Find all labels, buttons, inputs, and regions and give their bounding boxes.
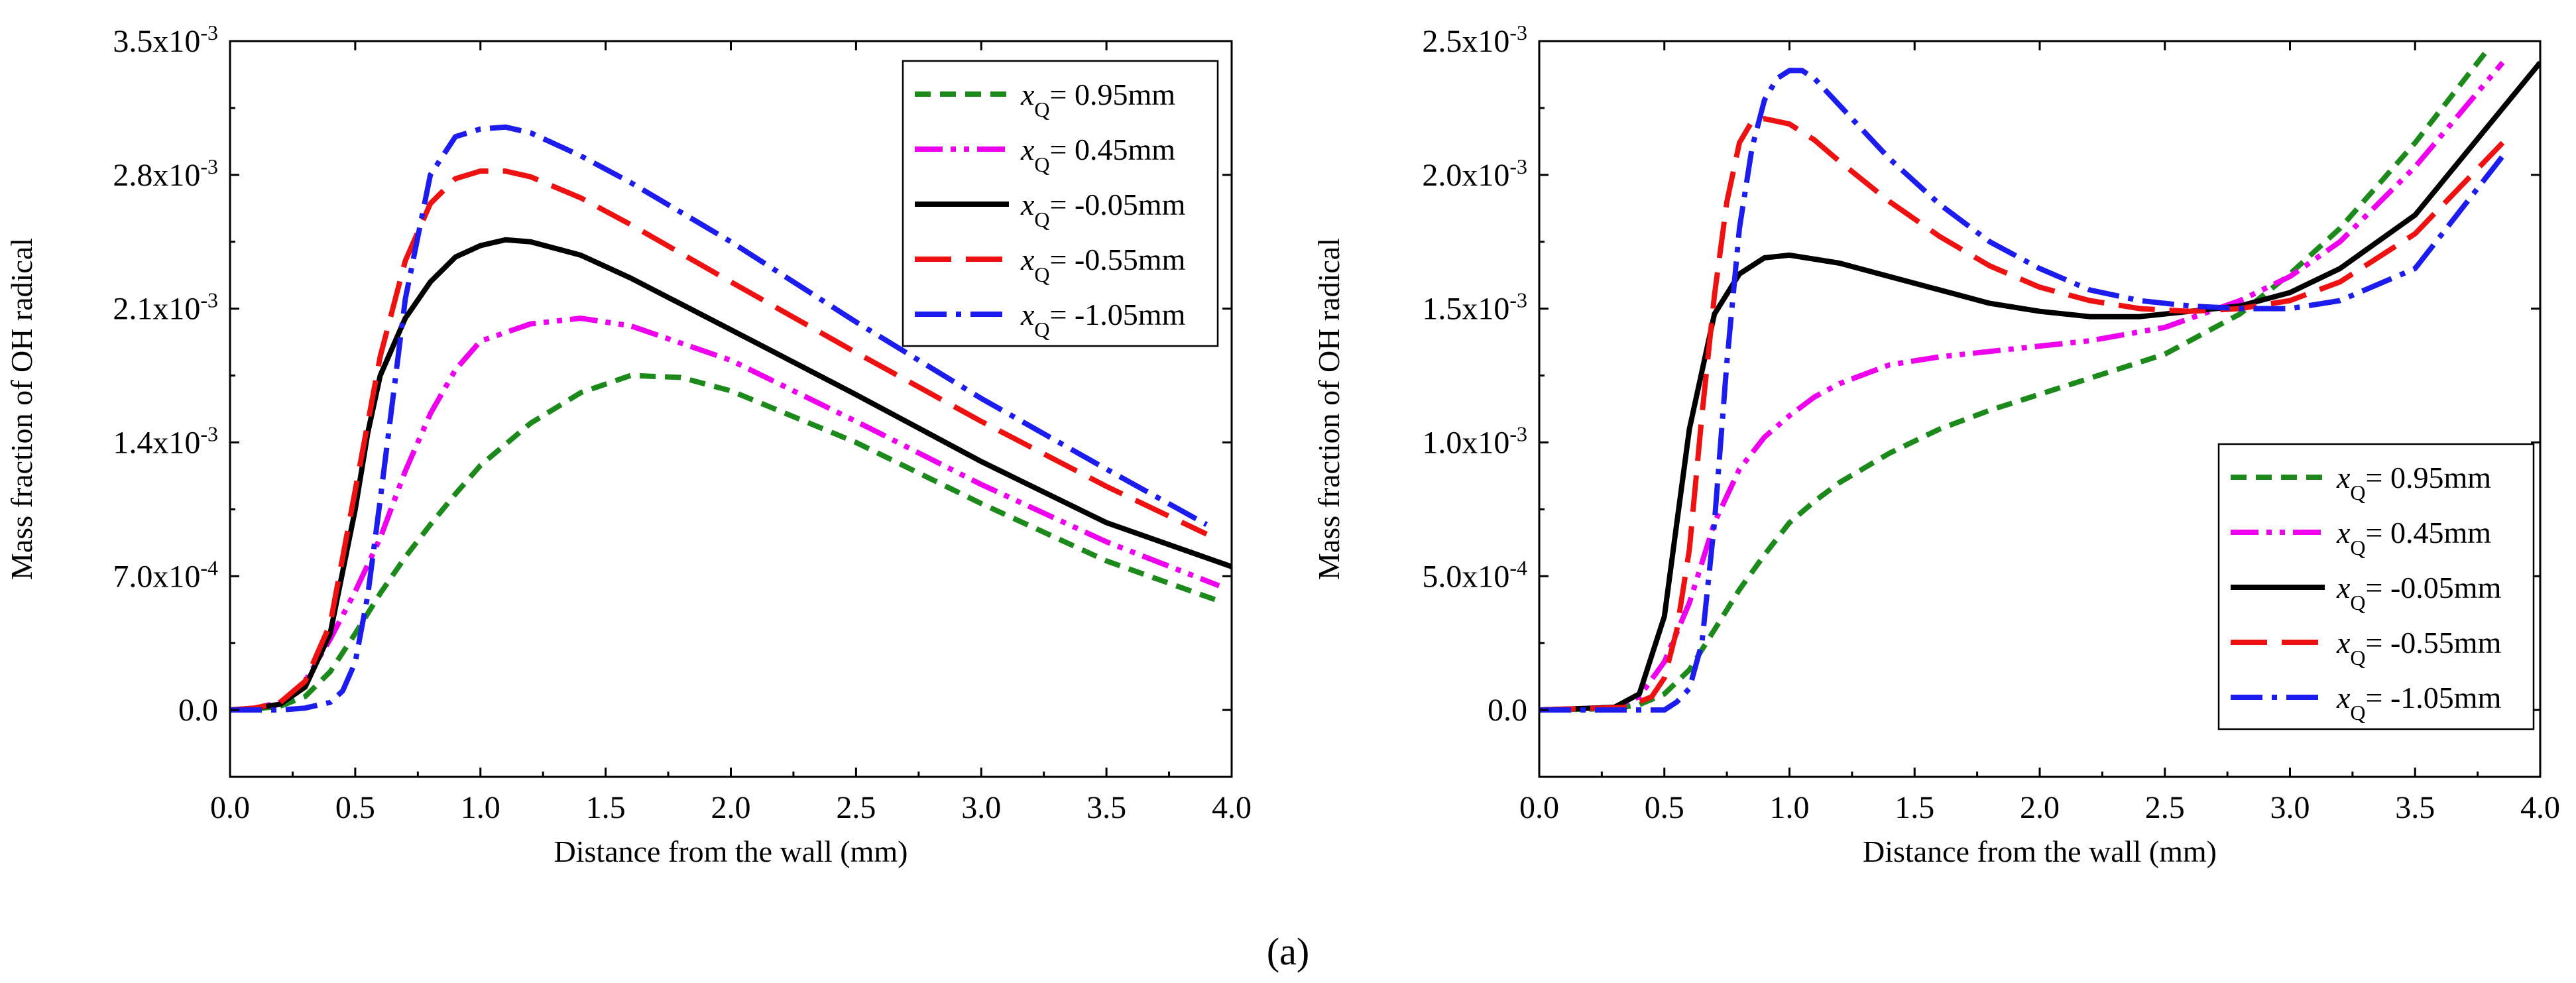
x-tick-label: 0.0: [1519, 790, 1559, 825]
y-tick-label: 5.0x10-4: [1422, 555, 1527, 594]
left-chart: 0.0 0.5 1.0 1.5 2.0 2.5 3.0 3.5 4.0 0.0 7.0x10-4 1.…: [5, 21, 1252, 868]
legend-label-0: xQ= 0.95mm: [2336, 461, 2491, 504]
y-tick-label: 2.0x10-3: [1422, 154, 1527, 193]
y-tick-label: 7.0x10-4: [113, 555, 218, 594]
x-tick-label: 1.0: [461, 790, 500, 825]
x-tick-label: 1.0: [1770, 790, 1810, 825]
y-tick-label: 1.4x10-3: [113, 422, 218, 460]
y-axis-title: Mass fraction of OH radical: [5, 238, 38, 580]
y-tick-label: 0.0: [1488, 693, 1527, 728]
legend-label-1: xQ= 0.45mm: [2336, 516, 2491, 559]
y-tick-label: 2.5x10-3: [1422, 21, 1527, 59]
legend-label-1: xQ= 0.45mm: [1020, 133, 1175, 176]
x-tick-label: 2.5: [2145, 790, 2185, 825]
x-tick-label: 0.5: [1645, 790, 1684, 825]
x-tick-label: 3.0: [961, 790, 1001, 825]
series-group: [1539, 44, 2540, 713]
y-axis-title: Mass fraction of OH radical: [1312, 238, 1346, 580]
x-tick-label: 4.0: [2520, 790, 2560, 825]
series-line-4: [1539, 68, 2505, 713]
y-tick-label: 2.8x10-3: [113, 154, 218, 193]
series-group: [230, 124, 1232, 713]
x-tick-label: 3.5: [1086, 790, 1126, 825]
right-chart: 0.0 0.5 1.0 1.5 2.0 2.5 3.0 3.5 4.0 0.0 5.0x10-4 1.…: [1312, 21, 2560, 868]
x-tick-label: 0.0: [210, 790, 250, 825]
series-line-4: [230, 124, 1208, 713]
y-tick-label: 1.5x10-3: [1422, 288, 1527, 327]
x-tick-label: 2.5: [836, 790, 876, 825]
x-tick-label: 1.5: [586, 790, 626, 825]
figure-caption: (a): [1267, 930, 1309, 973]
x-axis-title: Distance from the wall (mm): [1863, 835, 2217, 868]
x-tick-label: 0.5: [335, 790, 375, 825]
legend-label-4: xQ= -1.05mm: [1020, 298, 1186, 341]
series-line-2: [230, 237, 1232, 713]
legend-label-4: xQ= -1.05mm: [2336, 681, 2502, 724]
x-tick-label: 3.0: [2270, 790, 2310, 825]
series-line-0: [230, 373, 1220, 713]
legend-label-2: xQ= -0.05mm: [1020, 188, 1186, 231]
x-tick-label: 3.5: [2395, 790, 2435, 825]
legend: xQ= 0.95mm xQ= 0.45mm xQ= -0.05mm xQ= -0.55…: [902, 60, 1219, 347]
legend-label-2: xQ= -0.05mm: [2336, 571, 2502, 614]
y-tick-label: 3.5x10-3: [113, 21, 218, 59]
series-line-0: [1539, 44, 2492, 713]
y-tick-label: 1.0x10-3: [1422, 422, 1527, 460]
series-line-2: [1539, 60, 2540, 713]
x-tick-label: 1.5: [1895, 790, 1934, 825]
y-tick-label: 0.0: [178, 693, 218, 728]
legend-label-3: xQ= -0.55mm: [1020, 243, 1186, 286]
series-line-3: [230, 168, 1208, 713]
x-tick-label: 4.0: [1212, 790, 1252, 825]
legend-label-3: xQ= -0.55mm: [2336, 626, 2502, 669]
x-tick-label: 2.0: [2020, 790, 2060, 825]
legend: xQ= 0.95mm xQ= 0.45mm xQ= -0.05mm xQ= -0.55…: [2217, 443, 2535, 730]
y-tick-label: 2.1x10-3: [113, 288, 218, 327]
x-axis-title: Distance from the wall (mm): [554, 835, 908, 868]
legend-label-0: xQ= 0.95mm: [1020, 78, 1175, 121]
x-tick-label: 2.0: [711, 790, 751, 825]
